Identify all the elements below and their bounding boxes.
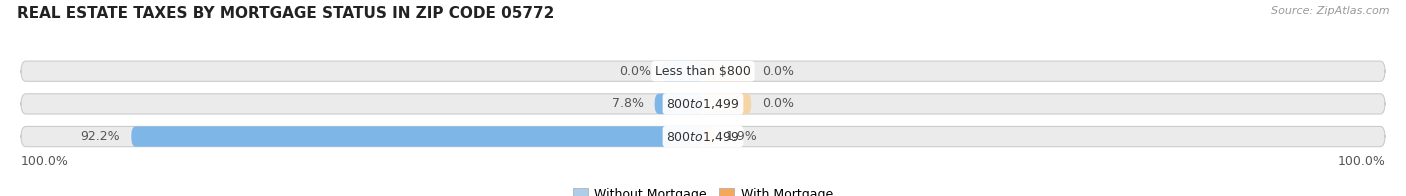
FancyBboxPatch shape [21,61,1385,81]
Text: 0.0%: 0.0% [619,65,651,78]
Text: 100.0%: 100.0% [1337,154,1385,168]
FancyBboxPatch shape [21,126,1385,147]
Text: Source: ZipAtlas.com: Source: ZipAtlas.com [1271,6,1389,16]
FancyBboxPatch shape [703,61,751,81]
FancyBboxPatch shape [703,94,751,114]
Legend: Without Mortgage, With Mortgage: Without Mortgage, With Mortgage [574,188,832,196]
FancyBboxPatch shape [703,126,714,147]
Text: 92.2%: 92.2% [80,130,121,143]
Text: 0.0%: 0.0% [762,65,794,78]
Text: 1.9%: 1.9% [725,130,758,143]
Text: Less than $800: Less than $800 [655,65,751,78]
Text: REAL ESTATE TAXES BY MORTGAGE STATUS IN ZIP CODE 05772: REAL ESTATE TAXES BY MORTGAGE STATUS IN … [17,6,554,21]
FancyBboxPatch shape [131,126,703,147]
Text: $800 to $1,499: $800 to $1,499 [666,130,740,143]
Text: $800 to $1,499: $800 to $1,499 [666,97,740,111]
Text: 100.0%: 100.0% [21,154,69,168]
FancyBboxPatch shape [662,61,703,81]
FancyBboxPatch shape [655,94,703,114]
Text: 0.0%: 0.0% [762,97,794,110]
Text: 7.8%: 7.8% [612,97,644,110]
FancyBboxPatch shape [21,94,1385,114]
